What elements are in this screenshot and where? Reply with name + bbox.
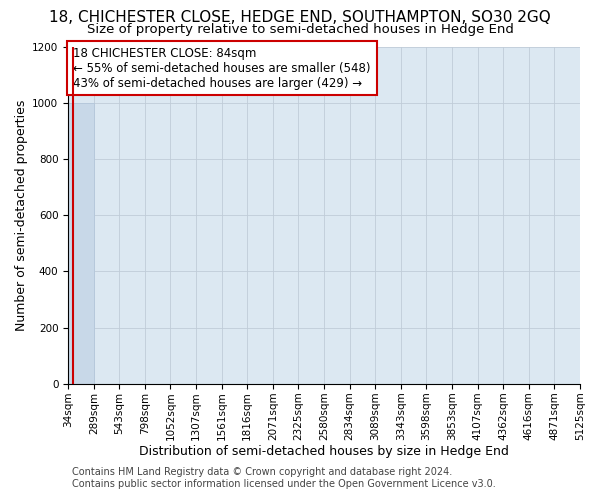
Text: 18, CHICHESTER CLOSE, HEDGE END, SOUTHAMPTON, SO30 2GQ: 18, CHICHESTER CLOSE, HEDGE END, SOUTHAM… (49, 10, 551, 25)
Bar (68, 102, 94, 384)
X-axis label: Distribution of semi-detached houses by size in Hedge End: Distribution of semi-detached houses by … (139, 444, 509, 458)
Y-axis label: Number of semi-detached properties: Number of semi-detached properties (15, 100, 28, 331)
Text: Contains HM Land Registry data © Crown copyright and database right 2024.
Contai: Contains HM Land Registry data © Crown c… (72, 468, 496, 489)
Text: 18 CHICHESTER CLOSE: 84sqm
← 55% of semi-detached houses are smaller (548)
43% o: 18 CHICHESTER CLOSE: 84sqm ← 55% of semi… (73, 46, 371, 90)
Text: Size of property relative to semi-detached houses in Hedge End: Size of property relative to semi-detach… (86, 22, 514, 36)
